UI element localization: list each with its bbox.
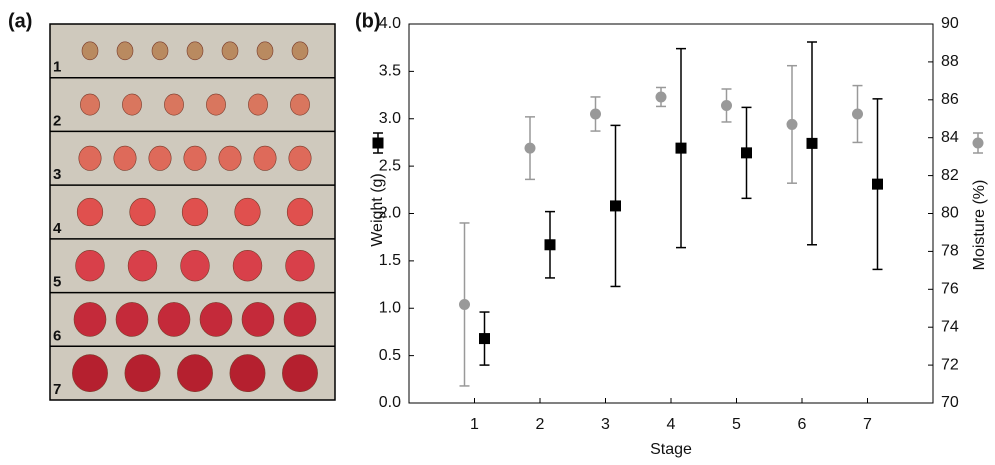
berry (241, 302, 275, 337)
berry (290, 93, 310, 116)
berry (234, 197, 261, 227)
berry (206, 93, 226, 116)
y-tick-label: 0.5 (379, 347, 401, 364)
point (721, 99, 732, 111)
berry (183, 145, 207, 171)
x-tick-label: 4 (667, 416, 676, 433)
y-tick-label: 0.0 (379, 394, 401, 411)
row-label: 7 (53, 381, 61, 398)
berry (127, 250, 158, 282)
row-label: 2 (53, 112, 61, 129)
berry (122, 93, 142, 116)
berry (199, 302, 233, 337)
berry (148, 145, 172, 171)
point (852, 108, 863, 120)
berry (151, 41, 169, 61)
berry (221, 41, 239, 61)
panel-label: (b) (355, 10, 381, 32)
row-label: 6 (53, 327, 61, 344)
y2-tick-label: 80 (941, 205, 959, 222)
berry (80, 93, 100, 116)
y-tick-label: 2.0 (379, 205, 401, 222)
y2-axis-label: Moisture (%) (971, 180, 988, 271)
y2-tick-label: 86 (941, 91, 959, 108)
y2-tick-label: 88 (941, 53, 959, 70)
point (806, 137, 818, 149)
y-tick-label: 3.0 (379, 110, 401, 127)
berry (164, 93, 184, 116)
point (741, 147, 752, 159)
berry (75, 250, 105, 282)
row-label: 5 (53, 274, 61, 291)
berry (229, 354, 266, 393)
y2-tick-label: 76 (941, 281, 959, 298)
x-tick-label: 6 (798, 416, 807, 433)
berry (186, 41, 204, 61)
point (872, 178, 883, 190)
berry (177, 354, 213, 393)
berry (81, 41, 99, 61)
y2-tick-label: 84 (941, 129, 959, 146)
row-label: 1 (53, 59, 61, 76)
berry (129, 197, 156, 227)
y-tick-label: 1.0 (379, 299, 401, 316)
berry (180, 250, 210, 282)
point (675, 142, 687, 154)
legend-symbol (372, 137, 384, 149)
point (655, 91, 667, 103)
x-tick-label: 3 (601, 416, 610, 433)
y-tick-label: 3.5 (379, 63, 401, 80)
y2-tick-label: 70 (941, 394, 959, 411)
berry (73, 302, 107, 337)
berry (115, 302, 149, 337)
legend-symbol (972, 137, 984, 149)
berry (248, 93, 268, 116)
y2-tick-label: 82 (941, 167, 959, 184)
berry (116, 41, 134, 61)
y2-tick-label: 90 (941, 15, 959, 32)
berry (253, 145, 277, 171)
point (544, 239, 556, 251)
point (590, 108, 601, 120)
berry (181, 197, 209, 227)
berry (157, 302, 191, 337)
x-tick-label: 1 (470, 416, 479, 433)
y2-tick-label: 74 (941, 318, 959, 335)
berry (232, 250, 263, 282)
berry (285, 250, 315, 282)
x-axis-label: Stage (650, 441, 692, 458)
x-tick-label: 5 (732, 416, 741, 433)
y-axis-label: Weight (g) (369, 173, 386, 247)
y-tick-label: 4.0 (379, 15, 401, 32)
berry (256, 41, 274, 61)
berry (291, 41, 309, 61)
berry (124, 354, 161, 393)
berry (283, 302, 317, 337)
row-label: 4 (53, 220, 62, 237)
x-tick-label: 2 (536, 416, 545, 433)
y2-tick-label: 78 (941, 243, 959, 260)
berry (72, 354, 108, 393)
berry (218, 145, 242, 171)
y-tick-label: 2.5 (379, 157, 401, 174)
point (459, 298, 470, 310)
panel-label: (a) (8, 10, 32, 32)
point (524, 142, 536, 154)
berry (282, 354, 318, 393)
y2-tick-label: 72 (941, 356, 959, 373)
point (610, 200, 621, 212)
berry (76, 197, 104, 227)
point (786, 118, 798, 130)
berry (113, 145, 137, 171)
berries (50, 41, 335, 393)
point (479, 333, 490, 345)
plot-frame (408, 23, 934, 404)
row-label: 3 (53, 166, 61, 183)
berry (288, 145, 312, 171)
y-tick-label: 1.5 (379, 252, 401, 269)
berry (286, 197, 314, 227)
berry (78, 145, 102, 171)
x-tick-label: 7 (863, 416, 872, 433)
